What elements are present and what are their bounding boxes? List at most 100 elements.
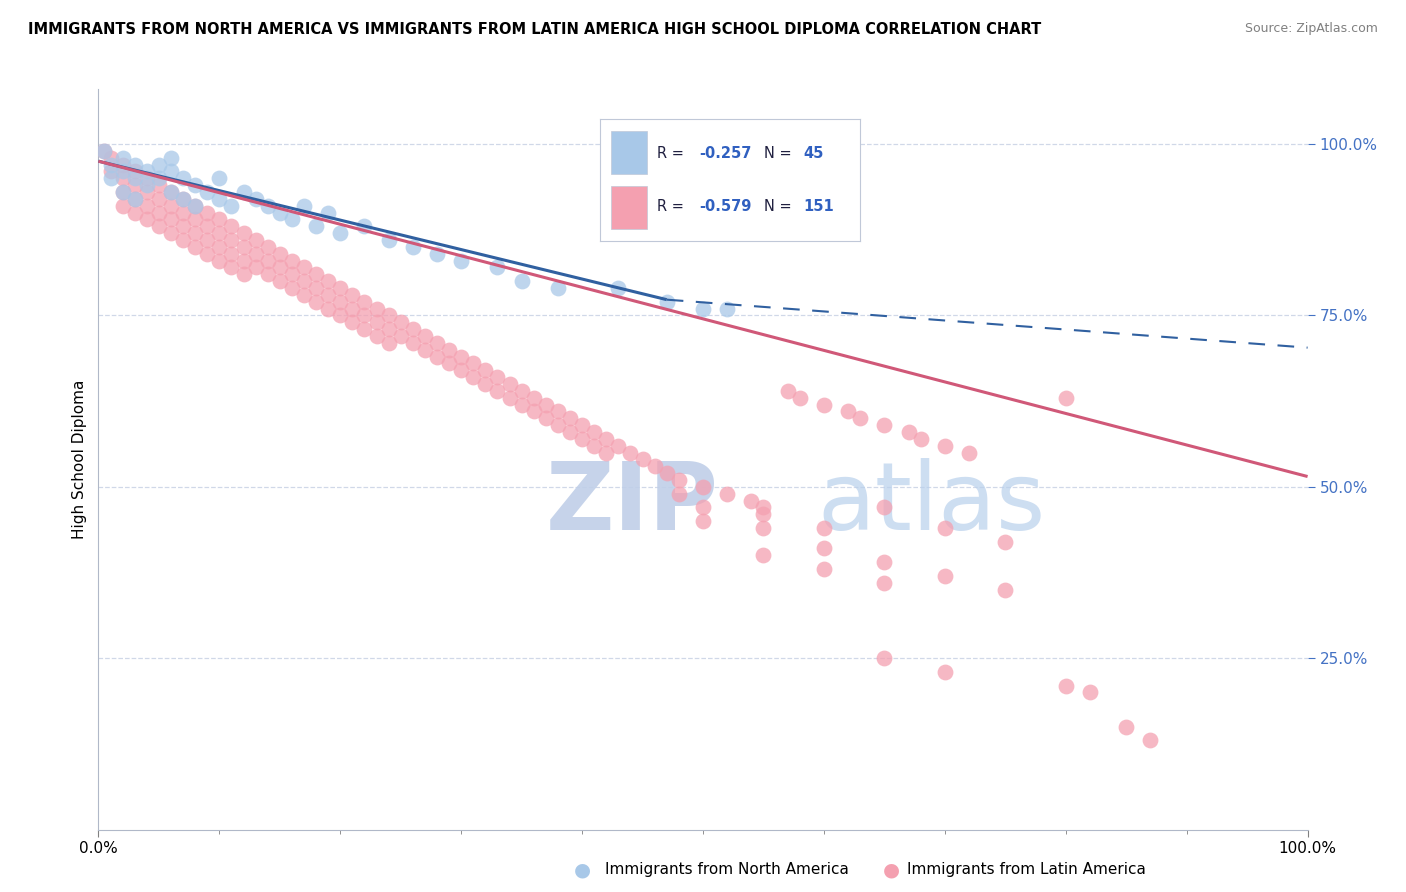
Point (789, 391, 811, 405)
Point (353, 322, 375, 336)
Point (437, 356, 460, 370)
Point (510, 398, 533, 412)
Point (232, 268, 254, 282)
Point (377, 309, 399, 323)
Point (221, 233, 243, 247)
Point (510, 274, 533, 288)
Point (523, 404, 546, 418)
Point (583, 425, 606, 439)
Point (897, 425, 920, 439)
Point (93, 144, 115, 158)
Point (342, 301, 364, 316)
Text: Source: ZipAtlas.com: Source: ZipAtlas.com (1244, 22, 1378, 36)
Point (305, 268, 328, 282)
Point (329, 309, 352, 323)
Point (172, 192, 194, 206)
Point (221, 219, 243, 234)
Point (389, 329, 412, 343)
Point (402, 240, 425, 254)
Point (595, 445, 617, 459)
Point (93, 144, 115, 158)
Point (269, 205, 291, 219)
Point (184, 212, 207, 227)
Point (450, 363, 472, 377)
Point (873, 575, 896, 590)
Point (474, 363, 496, 377)
Point (100, 151, 122, 165)
Point (957, 445, 980, 459)
Point (195, 185, 218, 199)
Point (910, 432, 932, 446)
Point (1139, 733, 1161, 747)
Point (813, 398, 835, 412)
Point (135, 212, 157, 227)
Point (124, 171, 146, 186)
Point (245, 233, 267, 247)
Point (342, 315, 364, 329)
Point (498, 376, 520, 391)
Point (873, 651, 896, 665)
Point (208, 171, 231, 186)
Point (148, 178, 170, 193)
Point (316, 301, 339, 316)
Point (316, 288, 339, 302)
Point (752, 500, 775, 515)
Point (111, 185, 134, 199)
Point (1115, 720, 1137, 734)
Point (232, 240, 254, 254)
Point (873, 500, 896, 515)
Point (256, 268, 278, 282)
Point (184, 199, 207, 213)
Point (221, 260, 243, 275)
Point (655, 466, 678, 480)
Point (148, 158, 170, 172)
Point (269, 260, 291, 275)
Point (232, 253, 254, 268)
Point (124, 192, 146, 206)
Point (595, 432, 617, 446)
Point (389, 315, 412, 329)
Point (402, 322, 425, 336)
Text: ●: ● (574, 860, 591, 880)
Point (292, 260, 315, 275)
Point (160, 151, 183, 165)
Point (534, 411, 557, 425)
Point (547, 404, 569, 418)
Point (668, 473, 690, 487)
Point (124, 158, 146, 172)
Point (221, 246, 243, 260)
Point (437, 343, 460, 357)
Point (195, 246, 218, 260)
Point (776, 384, 799, 398)
Point (172, 192, 194, 206)
Point (377, 335, 399, 350)
Point (232, 226, 254, 240)
Point (813, 541, 835, 556)
Point (148, 192, 170, 206)
Point (547, 281, 569, 295)
Point (692, 480, 714, 494)
Point (547, 418, 569, 433)
Point (486, 260, 509, 275)
Point (195, 205, 218, 219)
Point (111, 171, 134, 186)
Y-axis label: High School Diploma: High School Diploma (72, 380, 87, 539)
Point (813, 562, 835, 576)
Point (994, 582, 1017, 597)
Point (208, 192, 231, 206)
Point (124, 205, 146, 219)
Point (316, 205, 339, 219)
Point (124, 164, 146, 178)
Point (413, 329, 436, 343)
Point (619, 445, 641, 459)
Point (668, 486, 690, 500)
Point (450, 253, 472, 268)
Point (245, 192, 267, 206)
Point (135, 171, 157, 186)
Point (184, 199, 207, 213)
Point (305, 219, 328, 234)
Point (208, 212, 231, 227)
Point (692, 500, 714, 515)
Point (148, 171, 170, 186)
Point (571, 432, 593, 446)
